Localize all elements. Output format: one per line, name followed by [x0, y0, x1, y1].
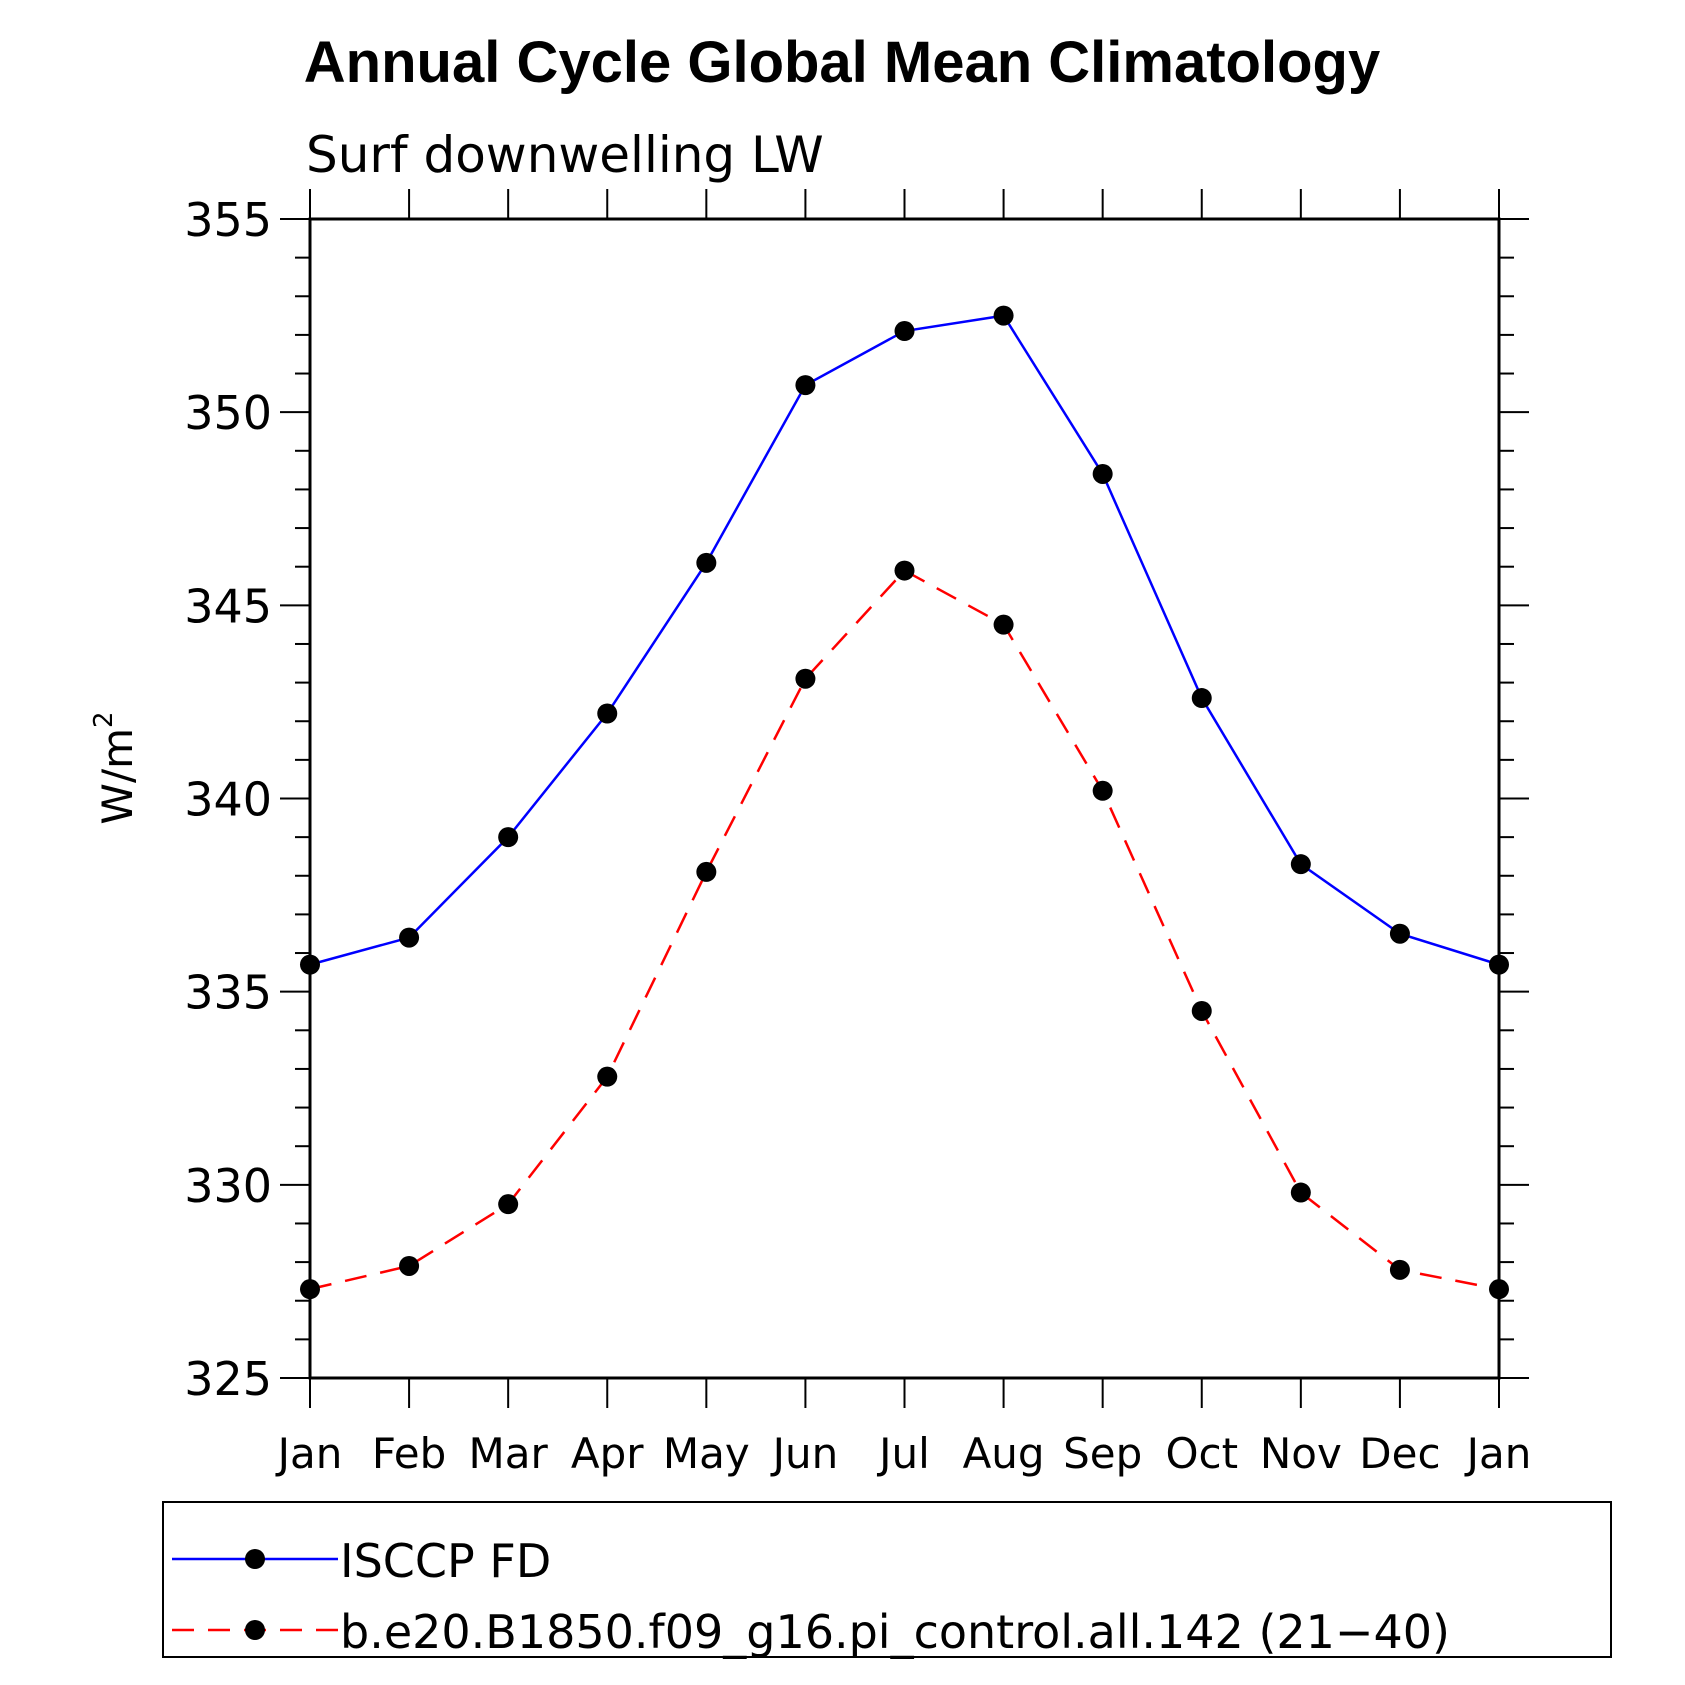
- x-tick-label: Jun: [770, 1429, 839, 1478]
- data-point: [300, 954, 320, 975]
- data-point: [894, 321, 915, 342]
- data-point: [300, 1279, 320, 1300]
- x-tick-label: May: [663, 1429, 750, 1478]
- data-point: [696, 861, 717, 882]
- data-point: [597, 703, 618, 724]
- series-line: [309, 568, 1500, 1291]
- plot-series: [300, 305, 1509, 1300]
- axes: 325 330 335 340 345 350 355 Jan Feb Mar Apr May Jun J…: [184, 189, 1531, 1478]
- svg-text:W/m2: W/m2: [89, 711, 142, 824]
- data-point: [597, 1066, 618, 1087]
- data-point: [399, 927, 420, 948]
- data-point: [1489, 1279, 1509, 1300]
- chart-title: Annual Cycle Global Mean Climatology: [304, 30, 1380, 95]
- data-point: [696, 552, 717, 573]
- legend-frame: [162, 1501, 1612, 1658]
- x-tick-label: Nov: [1260, 1429, 1342, 1478]
- series-1: [300, 305, 1509, 975]
- data-point: [498, 827, 519, 848]
- y-axis-label: W/m: [93, 728, 142, 825]
- legend: ISCCP FD b.e20.B1850.f09_g16.pi_control.a…: [162, 1501, 1612, 1659]
- data-point: [1092, 780, 1113, 801]
- data-point: [1489, 954, 1509, 975]
- data-point: [399, 1255, 420, 1276]
- x-tick-label: Jul: [876, 1429, 930, 1478]
- y-tick-label: 350: [184, 386, 272, 440]
- x-tick-label: Apr: [571, 1429, 644, 1478]
- x-tick-label: Aug: [963, 1429, 1045, 1478]
- legend-label: b.e20.B1850.f09_g16.pi_control.all.142 (…: [340, 1605, 1450, 1659]
- legend-label: ISCCP FD: [340, 1534, 551, 1588]
- legend-marker: [245, 1620, 265, 1640]
- data-point: [1389, 1259, 1410, 1280]
- y-axis-label-superscript: 2: [89, 711, 119, 728]
- x-tick-label: Jan: [275, 1429, 343, 1478]
- legend-entry: ISCCP FD: [172, 1534, 551, 1588]
- series-line: [309, 314, 1500, 966]
- series-2: [300, 560, 1509, 1300]
- data-point: [993, 305, 1014, 326]
- data-point: [1092, 463, 1113, 484]
- data-point: [1191, 688, 1212, 709]
- data-point: [1191, 1000, 1212, 1021]
- x-tick-label: Mar: [469, 1429, 549, 1478]
- data-point: [1290, 854, 1311, 875]
- data-point: [795, 375, 816, 396]
- data-point: [993, 614, 1014, 635]
- data-point: [795, 668, 816, 689]
- chart-subtitle: Surf downwelling LW: [306, 126, 824, 184]
- legend-marker: [245, 1549, 265, 1569]
- data-point: [894, 560, 915, 581]
- y-tick-label: 345: [184, 579, 272, 633]
- data-point: [1290, 1182, 1311, 1203]
- data-point: [498, 1194, 519, 1215]
- x-tick-label: Sep: [1063, 1429, 1142, 1478]
- x-tick-label: Dec: [1359, 1429, 1440, 1478]
- legend-entry: b.e20.B1850.f09_g16.pi_control.all.142 (…: [172, 1605, 1450, 1659]
- y-tick-label: 340: [184, 773, 272, 827]
- x-tick-label: Jan: [1464, 1429, 1532, 1478]
- y-tick-label: 330: [184, 1159, 272, 1213]
- data-point: [1389, 923, 1410, 944]
- plot-frame: [308, 217, 1501, 1380]
- x-tick-label: Oct: [1165, 1429, 1238, 1478]
- x-tick-label: Feb: [372, 1429, 446, 1478]
- y-axis-label-group: W/m2: [89, 711, 142, 824]
- y-tick-label: 325: [184, 1352, 272, 1406]
- y-tick-label: 355: [184, 193, 272, 247]
- y-tick-label: 335: [184, 966, 272, 1020]
